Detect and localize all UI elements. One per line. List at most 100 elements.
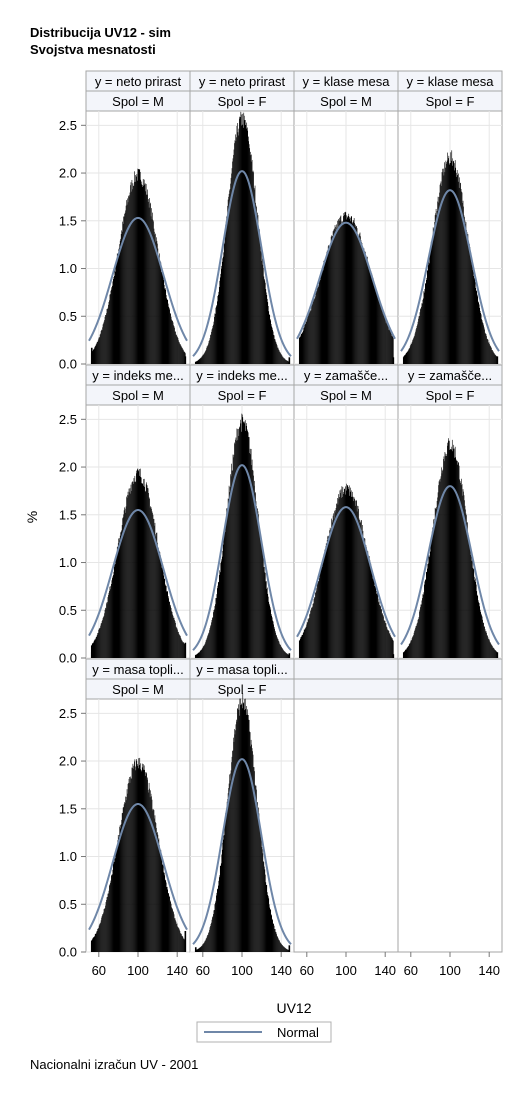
histogram-bar: [350, 221, 352, 364]
histogram-bar: [419, 312, 421, 364]
histogram-bar: [447, 152, 448, 364]
histogram-bar: [307, 316, 309, 364]
histogram-bar: [138, 169, 140, 364]
histogram-bars: [194, 111, 291, 365]
histogram-bar: [267, 305, 269, 364]
histogram-bar: [298, 640, 300, 658]
histogram-bar: [304, 325, 305, 364]
histogram-bar: [280, 646, 282, 658]
histogram-bar: [494, 353, 495, 364]
histogram-bar: [96, 636, 97, 658]
histogram-bar: [306, 624, 307, 658]
histogram-bar: [278, 939, 280, 952]
histogram-bar: [380, 608, 382, 658]
histogram-bar: [267, 895, 269, 952]
histogram-bar: [138, 471, 139, 658]
histogram-bar: [167, 303, 169, 364]
histogram-bar: [223, 835, 225, 952]
histogram-bar: [142, 483, 144, 658]
histogram-bar: [365, 546, 366, 658]
histogram-bar: [130, 493, 131, 658]
histogram-bar: [94, 639, 96, 658]
histogram-bar: [410, 344, 411, 364]
histogram-bar: [282, 649, 284, 658]
histogram-bar: [166, 591, 168, 658]
histogram-bar: [494, 648, 495, 658]
histogram-bar: [135, 175, 136, 364]
histogram-bar: [427, 264, 429, 364]
histogram-bars: [298, 211, 395, 364]
histogram-bar: [164, 288, 166, 364]
y-tick-label: 1.5: [59, 213, 77, 228]
histogram-bar: [162, 276, 164, 364]
histogram-bar: [109, 586, 111, 658]
histogram-bar: [121, 530, 122, 658]
histogram-bar: [386, 627, 388, 658]
histogram-bar: [243, 421, 245, 658]
histogram-bar: [179, 635, 181, 658]
panel-header-label: y = neto prirast: [199, 74, 286, 89]
histogram-bar: [302, 632, 304, 658]
y-tick-label: 0.0: [59, 357, 77, 372]
histogram-bar: [245, 425, 247, 658]
histogram-bar: [242, 124, 243, 364]
histogram-bar: [210, 923, 212, 952]
histogram-bar: [450, 160, 452, 364]
histogram-bar: [135, 181, 137, 364]
histogram-bar: [195, 361, 197, 364]
histogram-bar-tail-low: [90, 942, 93, 952]
y-axis-label: %: [24, 511, 40, 523]
histogram-bar: [479, 609, 481, 658]
histogram-bar: [470, 554, 472, 658]
histogram-bar: [284, 651, 285, 658]
histogram-bar: [363, 539, 365, 658]
histogram-bar: [407, 351, 408, 364]
histogram-bar: [409, 643, 411, 658]
histogram-bar: [452, 448, 454, 658]
histogram-bar: [457, 175, 458, 364]
histogram-bar: [173, 617, 174, 658]
histogram-bar: [444, 172, 446, 364]
histogram-bar: [424, 292, 425, 364]
histogram-bar: [387, 629, 388, 658]
histogram-bar: [255, 202, 256, 364]
histogram-bar: [236, 719, 237, 952]
histogram-bar: [285, 359, 286, 364]
histogram-bar: [360, 522, 361, 658]
histogram-bar: [486, 632, 487, 658]
histogram-bar: [175, 921, 177, 952]
histogram-bar: [271, 915, 272, 952]
histogram-bar: [169, 606, 171, 658]
histogram-bar: [278, 939, 279, 952]
histogram-bar: [405, 353, 407, 364]
histogram-bar: [367, 551, 368, 658]
histogram-bar: [142, 763, 144, 952]
histogram-bar: [197, 948, 199, 952]
histogram-bar: [464, 220, 466, 364]
histogram-bar: [334, 512, 336, 658]
histogram-bar: [341, 224, 342, 364]
histogram-bar: [483, 327, 485, 364]
histogram-bar: [258, 813, 260, 952]
histogram-bar: [165, 585, 167, 658]
panel-frame: [397, 698, 503, 953]
histogram-bar: [164, 880, 166, 952]
histogram-bar: [325, 543, 327, 658]
histogram-bar: [485, 333, 486, 364]
histogram-bar: [279, 940, 280, 952]
histogram-bar: [370, 270, 372, 364]
histogram-bar: [416, 327, 417, 364]
histogram-bars: [90, 468, 187, 658]
histogram-bar: [364, 538, 365, 658]
histogram-bar: [249, 453, 250, 658]
histogram-bar: [494, 650, 496, 658]
histogram-bar: [196, 653, 198, 658]
histogram-bar: [216, 305, 218, 364]
histogram-bar: [165, 289, 167, 364]
histogram-bar: [306, 319, 308, 364]
histogram-bar: [255, 205, 257, 364]
histogram-bar: [351, 216, 352, 364]
histogram-bar: [431, 246, 432, 364]
histogram-bar: [328, 539, 329, 658]
panel-header-label: y = neto prirast: [95, 74, 182, 89]
